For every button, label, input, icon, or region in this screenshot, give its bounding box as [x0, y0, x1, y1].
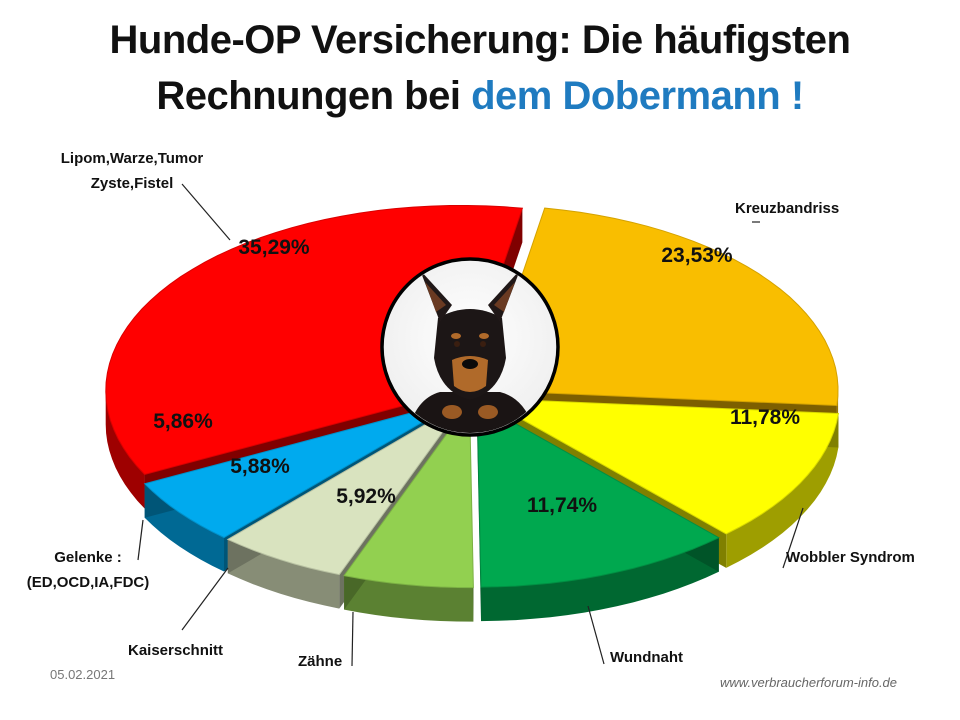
slice-category-label: Kaiserschnitt	[128, 642, 223, 659]
slice-category-label: Wobbler Syndrom	[786, 549, 915, 566]
leader-line	[137, 519, 144, 561]
title-line-2: Rechnungen bei dem Dobermann !	[0, 68, 960, 124]
slice-labels: 23,53% Kreuzbandriss 11,78% Wobbler Syndrom…	[27, 150, 915, 670]
pie-slice-top	[476, 401, 720, 588]
chart-title: Hunde-OP Versicherung: Die häufigsten Re…	[0, 12, 960, 124]
pie-slice-top	[143, 399, 462, 539]
footer-date: 05.02.2021	[50, 667, 116, 682]
dog-icon	[380, 257, 560, 437]
footer-url: www.verbraucherforum-info.de	[720, 675, 898, 690]
leader-lines	[137, 183, 804, 667]
slice-percent-label: 23,53%	[661, 244, 733, 267]
pie-slice-top	[226, 401, 466, 576]
slice-percent-label: 5,92%	[336, 485, 396, 508]
slice-category-label: Kreuzbandriss	[735, 200, 839, 217]
leader-line	[782, 507, 804, 569]
pie-slice-top	[343, 401, 474, 589]
leader-line	[181, 567, 229, 631]
pie-slice-side	[481, 537, 719, 622]
slice-percent-label: 5,88%	[230, 455, 290, 478]
pie-slice-top	[482, 207, 839, 407]
slice-category-label: Wundnaht	[610, 649, 683, 666]
slice-category-label: Zähne	[298, 653, 342, 670]
slice-percent-label: 11,74%	[527, 494, 597, 517]
pie-slice	[343, 401, 474, 622]
slice-category-label: (ED,OCD,IA,FDC)	[27, 574, 150, 591]
leader-line	[181, 183, 231, 241]
slice-percent-label: 35,29%	[238, 236, 310, 259]
slice-percent-label: 11,78%	[730, 406, 800, 429]
pie-slice-side	[105, 390, 145, 509]
title-highlight: dem Dobermann !	[471, 74, 804, 118]
title-line-2-start: Rechnungen bei	[156, 74, 472, 118]
pie-slice-top	[484, 397, 840, 535]
pie-slice-top	[105, 205, 524, 476]
slice-category-label: Gelenke :	[54, 549, 122, 566]
slice-percent-label: 5,86%	[153, 410, 213, 433]
slice-category-label: Lipom,Warze,Tumor	[61, 150, 204, 167]
pie-slice	[476, 401, 720, 622]
slice-category-label: Zyste,Fistel	[91, 175, 174, 192]
title-line-1: Hunde-OP Versicherung: Die häufigsten	[109, 18, 851, 62]
leader-line	[587, 605, 605, 665]
pie-slice-side	[726, 413, 839, 568]
leader-line	[351, 611, 354, 667]
